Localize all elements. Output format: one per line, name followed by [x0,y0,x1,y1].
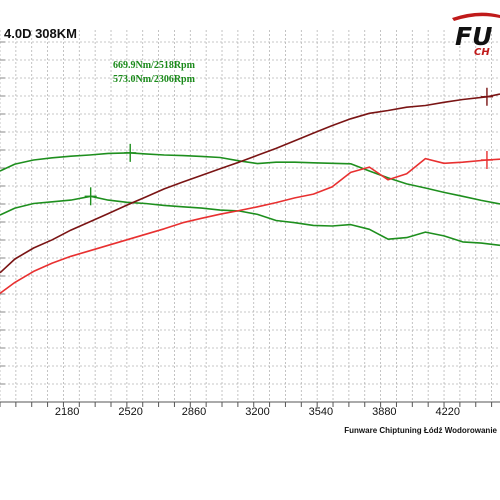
x-tick-label: 3880 [372,406,396,418]
logo-text-sub: CH [474,47,490,58]
series-line-2 [0,195,500,247]
peak-marker-4 [480,151,493,169]
peak-marker-1 [124,143,137,162]
x-tick-label: 4220 [436,406,460,418]
x-axis: 2180 2520 2860 3200 3540 3880 4220 [0,401,500,418]
x-tick-label: 2520 [118,406,142,418]
x-tick-label: 2860 [182,406,206,418]
series-line-1 [0,152,500,205]
peak-marker-2 [84,187,97,206]
x-tick-label: 3540 [309,406,333,418]
logo-text-main: FU [455,22,492,51]
x-tick-label: 3200 [245,406,269,418]
annotation-peak-1: 669.9Nm/2518Rpm [113,60,196,71]
chart-title: 4.0D 308KM [4,26,77,41]
logo-swoosh [452,12,500,21]
brand-logo: FU CH [452,12,500,58]
x-tick-label: 2180 [55,406,79,418]
series-group [0,93,500,295]
credit-text: Funware Chiptuning Łódź Wodorowanie [344,426,497,435]
grid [0,30,500,402]
annotation-peak-2: 573.0Nm/2306Rpm [113,74,196,85]
peak-marker-3 [480,87,493,106]
series-line-4 [0,157,500,295]
series-line-3 [0,93,500,274]
marker-group [84,87,493,206]
